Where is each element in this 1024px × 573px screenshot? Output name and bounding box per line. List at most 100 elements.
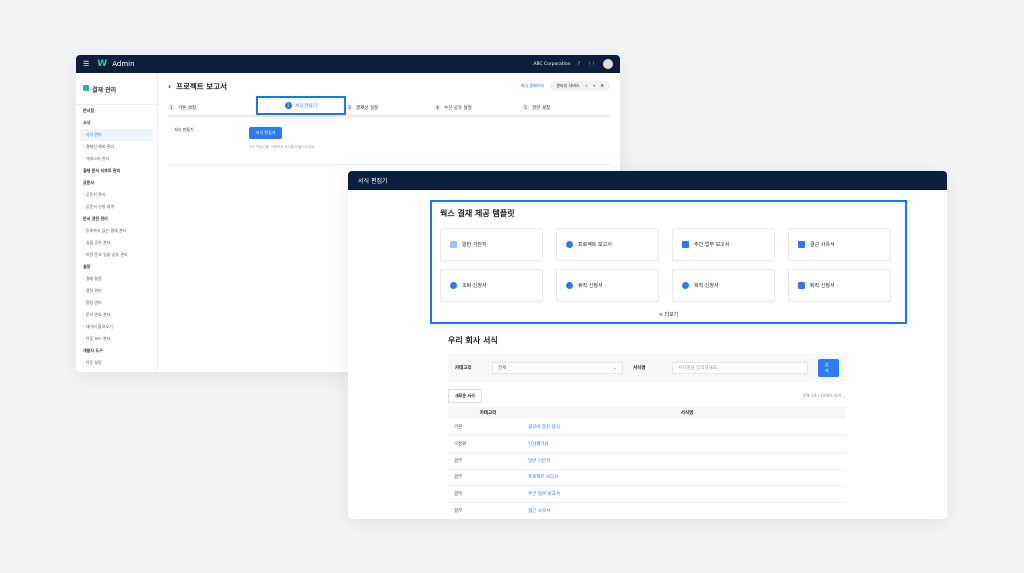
pie-icon: [566, 241, 573, 248]
sidebar-item[interactable]: - 공문서 관리: [83, 192, 106, 197]
table-row[interactable]: 업무 일반 기안지: [448, 452, 846, 470]
table-row[interactable]: 기본 광고비 증진 양식: [448, 419, 846, 437]
template-card[interactable]: 결근 사유서: [788, 228, 891, 261]
sidebar-item-label: 문서 번호 관리: [85, 312, 111, 317]
step-number: 3: [346, 104, 354, 111]
category-cell: 업무: [448, 502, 528, 519]
category-cell: 업무: [448, 485, 528, 503]
sidebar-item[interactable]: - 알림 관리: [83, 300, 102, 305]
help-icon[interactable]: ?: [577, 61, 580, 67]
template-label: 휴직 신청서: [578, 283, 603, 289]
template-card[interactable]: 일반 기안지: [440, 228, 543, 261]
template-panel: 웍스 결재 제공 템플릿 일반 기안지 프로젝트 보고서 주간 업무 보고서 결근 사…: [430, 200, 907, 324]
sidebar-item[interactable]: - 데이터 불러오기: [83, 324, 113, 329]
form-editor-button[interactable]: 서식 편집기: [248, 127, 283, 139]
table-row[interactable]: 업무 프로젝트 보고서: [448, 469, 846, 487]
step-tab[interactable]: 3 결재선 설정: [346, 104, 434, 111]
form-name-link[interactable]: 일반 기안지: [528, 452, 846, 470]
step-tab[interactable]: 4 수신·공유 설정: [434, 104, 522, 111]
template-card[interactable]: 프로젝트 보고서: [556, 228, 659, 261]
more-button[interactable]: + 더보기: [658, 312, 679, 318]
sidebar-item[interactable]: - 서식 관리: [80, 129, 153, 141]
form-name-link[interactable]: 프로젝트 보고서: [528, 469, 846, 487]
apps-grid-icon[interactable]: ⋮⋮: [587, 61, 596, 67]
star-icon[interactable]: ☆: [584, 83, 589, 88]
page-title: 프로젝트 보고서: [176, 82, 228, 91]
sidebar-item[interactable]: 문서함: [76, 105, 157, 117]
absence-icon: [798, 241, 805, 248]
template-card[interactable]: 조퇴 신청서: [440, 269, 543, 302]
table-row[interactable]: 업무 주간 업무 보고서: [448, 485, 846, 503]
sidebar-item[interactable]: 설정: [76, 261, 157, 273]
category-select[interactable]: 전체 ⌄: [492, 362, 624, 374]
pause-icon: [566, 282, 573, 289]
step-number: 4: [434, 104, 442, 111]
step-number: 2: [284, 102, 292, 109]
search-icon[interactable]: ⌕: [593, 83, 596, 88]
name-input[interactable]: 서식명을 입력하세요.: [672, 362, 808, 374]
chevron-down-icon: ⌄: [613, 365, 618, 371]
service-label: 관리자 서비스: [556, 83, 580, 88]
sidebar-item[interactable]: 결재 문서 리포트 관리: [76, 165, 157, 177]
form-name-link[interactable]: 광고비 증진 양식: [528, 419, 846, 437]
sidebar-item[interactable]: - 등록하지 않은 결재 관리: [83, 228, 127, 233]
sidebar-item[interactable]: 서식: [76, 117, 157, 129]
form-name-link[interactable]: 인사평가표: [528, 435, 846, 453]
step-label: 기본 설정: [178, 105, 196, 111]
sidebar-item-label: 문서함: [83, 108, 95, 113]
sidebar-item[interactable]: - 공문서 신청 내역: [83, 204, 115, 209]
sidebar-item-label: 일괄 공유 관리: [85, 240, 111, 245]
page-size-select[interactable]: 전체 14 / 10개씩 보기 ⌄: [802, 393, 846, 398]
column-header: 서식명: [528, 407, 846, 419]
section-title: 우리 회사 서식: [448, 336, 498, 345]
sidebar-item-label: 서식 관리: [85, 132, 102, 137]
template-label: 결근 사유서: [810, 242, 835, 248]
sidebar-item[interactable]: - 연동 설정: [83, 360, 102, 365]
sidebar-item-label: 연동 설정: [85, 360, 102, 365]
back-icon[interactable]: ‹: [168, 82, 172, 91]
table-row[interactable]: 업무 결근 사유서: [448, 502, 846, 519]
sidebar-item[interactable]: - 카테고리 관리: [83, 156, 110, 161]
step-tab[interactable]: 1 기본 설정: [168, 104, 256, 111]
step-tab[interactable]: 5 권한 설정: [522, 104, 610, 111]
app-name: Admin: [112, 60, 135, 68]
sidebar-item[interactable]: - 연동 코드 관리: [83, 336, 111, 341]
avatar[interactable]: [603, 59, 613, 69]
more-label: 더보기: [664, 312, 679, 318]
form-name-link[interactable]: 결근 사유서: [528, 502, 846, 519]
template-card[interactable]: 복직 신청서: [672, 269, 775, 302]
sidebar-item-label: 서식: [83, 120, 91, 125]
sidebar-item[interactable]: - 문서 번호 관리: [83, 312, 111, 317]
sidebar-item[interactable]: 문서 권한 관리: [76, 213, 157, 225]
sidebar-item-label: 알림 관리: [85, 300, 102, 305]
search-button[interactable]: 검색: [817, 359, 839, 377]
template-card[interactable]: 퇴직 신청서: [788, 269, 891, 302]
sidebar-item-label: 공문서 관리: [85, 192, 106, 197]
service-pill[interactable]: 관리자 서비스 ☆ ⌕ ⚙: [550, 81, 610, 91]
menu-icon[interactable]: ☰: [83, 60, 90, 68]
table-row[interactable]: 구성원 인사평가표: [448, 435, 846, 453]
forms-table: 카테고리 서식명 기본 광고비 증진 양식 구성원 인사평가표 업무 일반 기안지 업무 프로젝트…: [448, 407, 846, 519]
sidebar-item[interactable]: 개발자 도구: [76, 345, 157, 357]
new-form-button[interactable]: 새로운 서식: [448, 389, 482, 403]
sidebar-item-label: 카테고리 관리: [85, 156, 110, 161]
sidebar-item[interactable]: 공문서: [76, 177, 157, 189]
form-editor-window: 서식 편집기 웍스 결재 제공 템플릿 일반 기안지 프로젝트 보고서 주간 업무 …: [348, 171, 947, 519]
sidebar-item[interactable]: - 결재 설정: [83, 276, 102, 281]
step-label: 서식 만들기: [294, 103, 318, 109]
step-tab[interactable]: 2 서식 만들기: [256, 96, 347, 115]
template-card[interactable]: 휴직 신청서: [556, 269, 659, 302]
sidebar-item[interactable]: - 이관 문서 일괄 공유 관리: [83, 252, 128, 257]
sidebar-item[interactable]: - 일괄 공유 관리: [83, 240, 111, 245]
category-cell: 구성원: [448, 435, 528, 453]
settings-icon[interactable]: ⚙: [600, 83, 604, 88]
template-label: 복직 신청서: [694, 283, 719, 289]
sidebar-item[interactable]: - 결재선 예외 관리: [83, 144, 115, 149]
template-card[interactable]: 주간 업무 보고서: [672, 228, 775, 261]
form-name-link[interactable]: 주간 업무 보고서: [528, 485, 846, 503]
sidebar-item-label: 등록하지 않은 결재 관리: [85, 228, 127, 233]
templates-title: 웍스 결재 제공 템플릿: [440, 209, 515, 218]
home-link[interactable]: 회사 홈페이지: [520, 83, 545, 88]
sidebar-item-label: 데이터 불러오기: [85, 324, 113, 329]
sidebar-item[interactable]: - 명칭 관리: [83, 288, 102, 293]
